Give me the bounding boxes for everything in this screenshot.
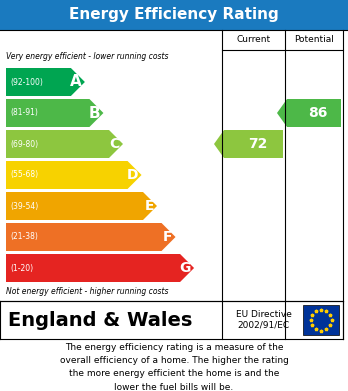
Text: 86: 86 <box>308 106 328 120</box>
Text: (81-91): (81-91) <box>10 108 38 118</box>
Text: (55-68): (55-68) <box>10 170 38 179</box>
Text: England & Wales: England & Wales <box>8 310 192 330</box>
Text: (21-38): (21-38) <box>10 233 38 242</box>
Text: Very energy efficient - lower running costs: Very energy efficient - lower running co… <box>6 52 168 61</box>
Polygon shape <box>6 254 194 282</box>
Text: 72: 72 <box>248 137 267 151</box>
Polygon shape <box>6 99 103 127</box>
Text: Potential: Potential <box>294 36 334 45</box>
Text: (92-100): (92-100) <box>10 77 43 86</box>
Text: Current: Current <box>236 36 270 45</box>
Text: (1-20): (1-20) <box>10 264 33 273</box>
Text: EU Directive
2002/91/EC: EU Directive 2002/91/EC <box>236 310 291 330</box>
Polygon shape <box>277 99 341 127</box>
Polygon shape <box>6 161 142 189</box>
Text: B: B <box>89 106 101 120</box>
Polygon shape <box>6 68 85 96</box>
Text: Energy Efficiency Rating: Energy Efficiency Rating <box>69 7 279 23</box>
Text: D: D <box>127 168 139 182</box>
Bar <box>0 0 348 30</box>
Polygon shape <box>214 130 283 158</box>
Polygon shape <box>6 223 175 251</box>
Text: (69-80): (69-80) <box>10 140 38 149</box>
Bar <box>303 305 339 335</box>
Polygon shape <box>6 192 157 220</box>
Text: (39-54): (39-54) <box>10 201 38 210</box>
Text: Not energy efficient - higher running costs: Not energy efficient - higher running co… <box>6 287 168 296</box>
Polygon shape <box>6 130 123 158</box>
Text: The energy efficiency rating is a measure of the
overall efficiency of a home. T: The energy efficiency rating is a measur… <box>60 343 288 391</box>
Text: E: E <box>144 199 154 213</box>
Text: A: A <box>70 75 82 90</box>
Text: C: C <box>110 137 120 151</box>
Text: F: F <box>163 230 173 244</box>
Text: G: G <box>180 261 191 275</box>
